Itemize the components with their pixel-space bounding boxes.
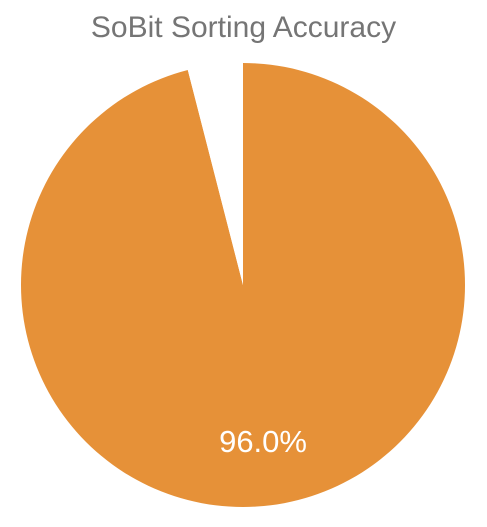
chart-title: SoBit Sorting Accuracy [90, 11, 397, 44]
pie-slice-label-0: 96.0% [219, 424, 307, 459]
pie-slice-1 [187, 63, 243, 285]
pie-slice-0 [20, 63, 465, 508]
